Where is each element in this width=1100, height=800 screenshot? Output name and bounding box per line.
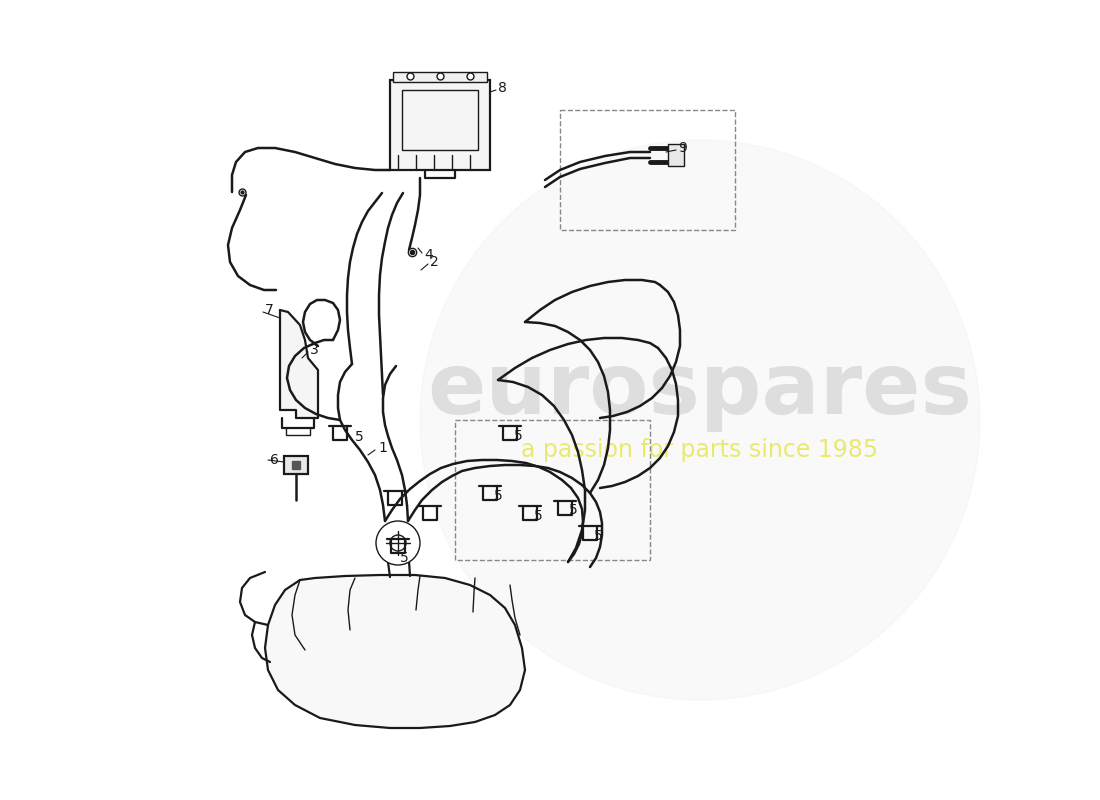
Bar (390, 80, 490, 170)
Bar (455, 420, 650, 560)
Text: 5: 5 (569, 503, 578, 517)
Polygon shape (265, 575, 525, 728)
Bar (402, 90, 478, 150)
Text: 5: 5 (494, 489, 503, 503)
Text: 5: 5 (400, 551, 409, 565)
Polygon shape (280, 310, 318, 418)
Circle shape (376, 521, 420, 565)
Text: 5: 5 (355, 430, 364, 444)
Text: eurospares: eurospares (428, 349, 972, 431)
Text: 9: 9 (678, 141, 686, 155)
Text: a passion for parts since 1985: a passion for parts since 1985 (521, 438, 879, 462)
Text: 4: 4 (424, 248, 432, 262)
Text: 5: 5 (534, 509, 542, 523)
Bar (668, 144, 684, 166)
Circle shape (420, 140, 980, 700)
Bar (284, 456, 308, 474)
Bar (393, 72, 487, 82)
Bar (560, 110, 735, 230)
Text: 5: 5 (594, 529, 603, 543)
Text: 2: 2 (430, 255, 439, 269)
Text: 5: 5 (514, 429, 522, 443)
Text: 3: 3 (310, 343, 319, 357)
Text: 8: 8 (498, 81, 507, 95)
Text: 7: 7 (265, 303, 274, 317)
Text: 1: 1 (378, 441, 387, 455)
Text: 6: 6 (270, 453, 279, 467)
